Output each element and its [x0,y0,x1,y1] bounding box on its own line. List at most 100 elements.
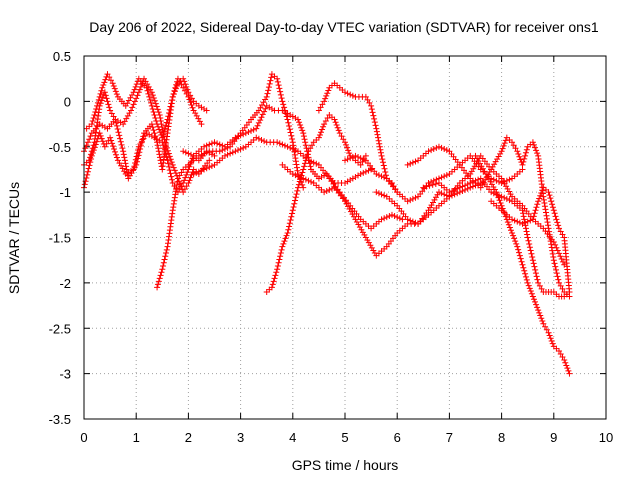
data-point [84,168,91,175]
data-point [138,81,145,88]
data-point [276,256,283,263]
data-point [319,126,326,133]
data-point [275,82,282,89]
data-point [321,189,328,196]
data-point [299,127,306,134]
data-point [438,190,445,197]
data-point [135,152,142,159]
data-point [289,207,296,214]
data-point [159,134,166,141]
data-point [438,144,445,151]
data-point [161,125,168,132]
data-point [169,207,176,214]
data-point [497,200,504,207]
data-point [105,101,112,108]
data-point [170,90,177,97]
data-point [370,247,377,254]
data-point [274,139,281,146]
data-point [229,149,236,156]
data-point [352,152,359,159]
data-point [522,219,529,226]
data-point [113,119,120,126]
data-point [167,170,174,177]
data-point [224,151,231,158]
data-point [135,89,142,96]
data-point [296,178,303,185]
data-point [180,180,187,187]
data-point [180,75,187,82]
data-point [566,288,573,295]
data-point [287,144,294,151]
data-point [176,172,183,179]
data-point [203,165,210,172]
data-point [111,148,118,155]
data-point [472,152,479,159]
data-point [86,157,93,164]
data-point [562,359,569,366]
data-point [355,153,362,160]
data-point [281,238,288,245]
data-point [88,121,95,128]
data-point [561,357,568,364]
data-point [544,219,551,226]
data-point [490,190,497,197]
data-point [148,102,155,109]
data-point [451,186,458,193]
data-point [211,152,218,159]
data-point [152,133,159,140]
data-point [383,214,390,221]
data-point [138,139,145,146]
data-point [166,153,173,160]
data-point [307,163,314,170]
data-point [530,296,537,303]
data-point [527,217,534,224]
data-point [136,86,143,93]
x-tick-label: 9 [550,430,557,445]
data-point [493,189,500,196]
data-point [373,128,380,135]
data-point [232,148,239,155]
data-point [514,218,521,225]
data-point [349,153,356,160]
data-point [315,134,322,141]
data-point [155,123,162,130]
data-point [94,102,101,109]
data-point [456,184,463,191]
data-point [462,182,469,189]
data-point [124,169,131,176]
data-point [111,85,118,92]
series-track-8 [263,111,369,295]
data-point [394,214,401,221]
data-point [516,249,522,256]
data-point [523,146,530,153]
data-point [132,83,139,90]
data-point [168,159,175,166]
data-point [174,178,181,185]
data-point [375,137,382,144]
data-point [277,250,284,257]
data-point [332,119,339,126]
data-point [150,94,157,101]
data-point [324,115,331,122]
data-point [555,276,562,283]
data-point [538,315,545,322]
data-point [317,129,324,136]
data-point [286,126,293,133]
data-point [425,148,432,155]
data-point [282,235,289,242]
data-point [163,250,170,257]
series-track-12 [404,134,573,300]
data-point [550,207,557,214]
data-point [201,150,208,157]
data-point [127,107,134,114]
data-point [470,165,477,172]
x-tick-label: 0 [80,430,87,445]
data-point [160,131,167,138]
data-point [540,196,547,203]
data-point [298,124,305,131]
data-point [308,142,315,149]
data-point [529,257,536,264]
data-point [99,84,106,91]
data-point [507,191,514,198]
data-point [549,201,556,208]
